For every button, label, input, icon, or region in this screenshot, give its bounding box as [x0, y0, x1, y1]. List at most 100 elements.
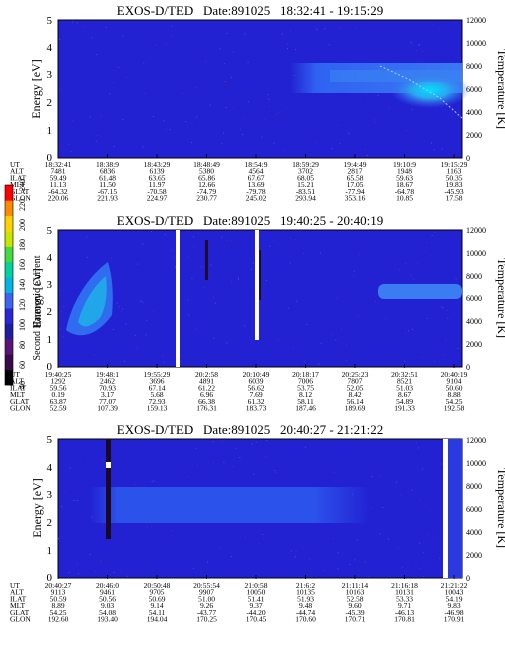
- noise-pixel: [411, 328, 413, 330]
- noise-pixel: [185, 121, 187, 123]
- noise-pixel: [375, 300, 376, 302]
- ephemeris-value: 0.19: [51, 390, 64, 399]
- noise-pixel: [226, 33, 228, 34]
- noise-pixel: [289, 262, 291, 264]
- noise-pixel: [287, 44, 288, 45]
- ephemeris-value: 7006: [298, 377, 313, 386]
- y-right-tick: 8000: [466, 62, 482, 71]
- noise-pixel: [290, 550, 292, 552]
- noise-pixel: [209, 104, 211, 106]
- ephemeris-value: 54.11: [149, 608, 166, 617]
- row-label: GLAT: [10, 397, 30, 406]
- noise-pixel: [405, 332, 407, 334]
- x-tick-label: 18:38:9: [96, 160, 119, 169]
- row-label: MLT: [10, 390, 26, 399]
- panel-2-dark-stripe: [259, 250, 261, 300]
- colorbar-tick-label: 80: [18, 341, 27, 349]
- x-tick-label: 21:11:14: [342, 581, 369, 590]
- panel-1-ephemeris-table: UTALTILATMLTGLATGLON18:32:41748159.4911.…: [10, 154, 468, 203]
- noise-pixel: [264, 118, 266, 120]
- noise-pixel: [273, 239, 274, 241]
- noise-pixel: [441, 148, 443, 150]
- noise-pixel: [72, 21, 74, 23]
- ephemeris-value: 9.60: [348, 601, 361, 610]
- noise-pixel: [445, 340, 447, 342]
- noise-pixel: [442, 354, 444, 356]
- noise-pixel: [238, 278, 239, 280]
- noise-pixel: [339, 143, 341, 145]
- y-right-tick: 10000: [466, 249, 486, 258]
- noise-pixel: [113, 146, 115, 147]
- ephemeris-value: 192.58: [444, 404, 465, 413]
- noise-pixel: [126, 575, 128, 577]
- noise-pixel: [68, 572, 70, 574]
- ephemeris-value: 54.19: [446, 594, 463, 603]
- x-tick-label: 19:15:29: [441, 160, 468, 169]
- ephemeris-value: 159.13: [147, 404, 168, 413]
- noise-pixel: [165, 43, 167, 45]
- noise-pixel: [212, 296, 214, 298]
- noise-pixel: [251, 443, 253, 445]
- noise-pixel: [324, 28, 326, 30]
- noise-pixel: [143, 62, 145, 64]
- noise-pixel: [118, 306, 120, 308]
- ephemeris-value: 52.58: [347, 594, 364, 603]
- ephemeris-value: 66.38: [198, 397, 215, 406]
- noise-pixel: [277, 339, 279, 341]
- noise-pixel: [287, 307, 289, 309]
- noise-pixel: [156, 44, 157, 46]
- noise-pixel: [94, 354, 96, 356]
- y-tick: 2: [47, 97, 53, 109]
- noise-pixel: [153, 310, 155, 312]
- noise-pixel: [60, 310, 62, 312]
- y-tick: 1: [47, 545, 53, 557]
- noise-pixel: [59, 88, 61, 90]
- noise-pixel: [95, 140, 97, 142]
- y-right-tick: 12000: [466, 16, 486, 25]
- ephemeris-value: 8521: [397, 377, 412, 386]
- y-right-tick: 0: [466, 363, 470, 372]
- noise-pixel: [100, 115, 102, 117]
- panel-2-y-right-ticks: 0 2000 4000 6000 8000 10000 12000: [466, 226, 486, 372]
- ephemeris-value: 2817: [348, 167, 363, 176]
- x-tick-label: 18:43:29: [144, 160, 171, 169]
- y-tick: 5: [47, 225, 53, 237]
- ephemeris-value: 5.68: [150, 390, 163, 399]
- noise-pixel: [442, 463, 444, 465]
- ephemeris-value: 63.87: [50, 397, 67, 406]
- noise-pixel: [135, 31, 137, 33]
- ephemeris-value: 52.59: [50, 404, 67, 413]
- panel-3-data-gap: [443, 439, 448, 578]
- colorbar-frame: [4, 184, 14, 386]
- ephemeris-value: 9113: [51, 588, 66, 597]
- noise-pixel: [76, 22, 78, 24]
- noise-pixel: [258, 543, 260, 545]
- noise-pixel: [364, 149, 366, 151]
- x-tick-label: 19:55:29: [144, 370, 171, 379]
- noise-pixel: [221, 236, 223, 238]
- panel-3-white-marker: [106, 462, 111, 468]
- ephemeris-value: 10131: [395, 588, 414, 597]
- colorbar-tick-label: 200: [18, 219, 27, 231]
- ephemeris-value: 61.48: [99, 173, 116, 182]
- ephemeris-value: 1948: [397, 167, 412, 176]
- y-right-tick: 10000: [466, 39, 486, 48]
- noise-pixel: [230, 240, 232, 242]
- noise-pixel: [146, 319, 148, 321]
- ephemeris-value: 224.97: [147, 194, 168, 203]
- ephemeris-value: 65.86: [198, 173, 215, 182]
- x-tick-label: 21:21:22: [441, 581, 468, 590]
- y-right-tick: 2000: [466, 340, 482, 349]
- x-tick-label: 19:10:9: [393, 160, 416, 169]
- noise-pixel: [125, 323, 127, 325]
- ephemeris-value: 12.66: [198, 180, 215, 189]
- noise-pixel: [337, 568, 339, 570]
- noise-pixel: [422, 51, 424, 52]
- panel-2-y-ticks: 0 1 2 3 4 5: [47, 225, 53, 373]
- y-right-tick: 12000: [466, 226, 486, 235]
- noise-pixel: [164, 234, 166, 236]
- y-right-tick: 6000: [466, 85, 482, 94]
- ephemeris-value: 5380: [199, 167, 214, 176]
- noise-pixel: [89, 116, 91, 118]
